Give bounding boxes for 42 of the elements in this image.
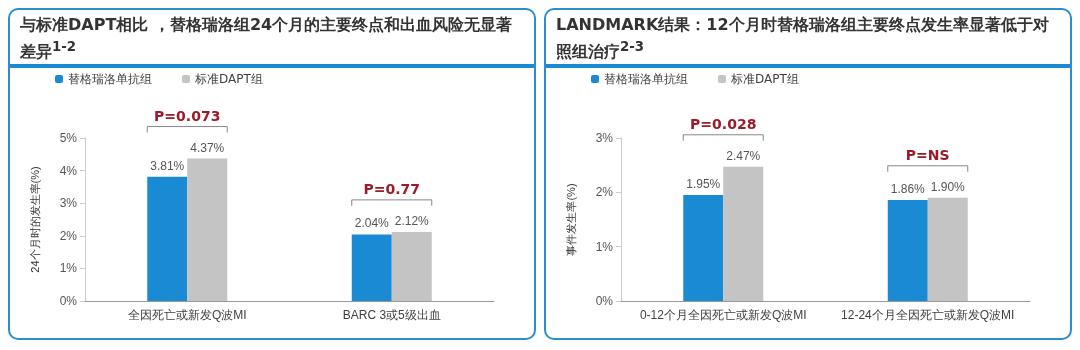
bar [723,166,764,301]
bar [187,158,228,301]
bar [927,197,968,301]
chart-title: 与标准DAPT相比 ，替格瑞洛组24个月的主要终点和出血风险无显著差异$^{1-2}$ [10,10,534,68]
x-tick-label: 0-12个月全因死亡或新发Q波MI [639,308,807,322]
x-tick-label: 12-24个月全因死亡或新发Q波MI [841,308,1015,322]
legend-label: 标准DAPT组 [730,72,799,86]
bar [683,195,724,301]
data-label: 3.81% [150,158,185,173]
data-label: 1.95% [686,177,721,192]
y-tick-label: 0% [59,294,78,308]
data-label: 2.47% [726,148,761,163]
data-label: 4.37% [190,140,225,155]
y-tick-label: 5% [59,131,78,145]
bar [351,234,392,301]
y-tick-label: 1% [595,239,614,254]
y-tick-label: 0% [595,294,614,308]
text: P=0.028 [690,115,757,132]
chart-title: LANDMARK结果：12个月时替格瑞洛组主要终点发生率显著低于对照组治疗$^{2-3}$ [546,10,1070,68]
bar [391,231,432,301]
y-axis-title: 事件发生率(%) [564,183,577,256]
data-label: 2.12% [394,213,430,228]
bar [887,199,928,301]
y-tick-label: 3% [595,131,614,145]
y-axis-title: 24个月时的发生率(%) [28,166,41,273]
y-tick-label: 2% [59,228,78,243]
annotation: P=NS [905,146,950,163]
legend-label: 标准DAPT组 [194,72,263,86]
legend-label: 替格瑞洛单抗组 [604,72,688,86]
x-tick-label: 全因死亡或新发Q波MI [127,308,247,322]
legend-label: 替格瑞洛单抗组 [68,72,152,86]
y-tick-label: 1% [59,261,78,276]
y-tick-label: 3% [59,196,78,211]
data-label: 1.90% [930,179,966,194]
y-tick-label: 2% [595,185,614,200]
x-tick-label: BARC 3或5级出血 [342,308,441,322]
bar [147,176,188,301]
annotation: P=0.77 [363,180,421,197]
y-tick-label: 4% [59,163,78,178]
data-label: 2.04% [354,216,390,231]
data-label: 1.86% [890,181,926,196]
text: P=0.073 [154,107,221,124]
